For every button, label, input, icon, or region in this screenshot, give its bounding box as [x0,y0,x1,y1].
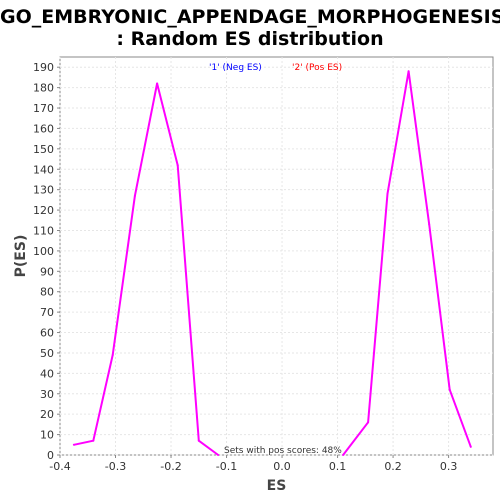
y-axis: 0 10 20 30 40 50 60 70 80 90 100 110 120 130 140 150 160… [33,61,60,462]
data-point [469,445,472,448]
chart-title-line1: GO_EMBRYONIC_APPENDAGE_MORPHOGENESIS [0,6,500,28]
y-tick-label: 160 [33,122,54,135]
data-point [448,388,451,391]
legend-pos-es: '2' (Pos ES) [292,63,342,73]
data-point [217,454,220,456]
y-tick-label: 0 [47,449,54,462]
y-tick-label: 50 [40,347,54,360]
data-point [367,421,370,424]
y-tick-label: 20 [40,408,54,421]
x-tick-label: -0.4 [49,460,70,473]
data-point [156,82,159,85]
x-tick-label: -0.2 [160,460,181,473]
legend-neg-es: '1' (Neg ES) [209,63,262,73]
x-tick-label: 0.2 [384,460,402,473]
y-tick-label: 80 [40,286,54,299]
y-tick-label: 130 [33,184,54,197]
x-tick-label: 0.1 [329,460,347,473]
x-tick-label: -0.3 [105,460,126,473]
y-tick-label: 140 [33,163,54,176]
y-tick-label: 90 [40,265,54,278]
y-tick-label: 170 [33,102,54,115]
data-point [407,70,410,73]
y-axis-label: P(ES) [13,235,29,278]
pos-scores-annotation: Sets with pos scores: 48% [224,446,342,456]
y-tick-label: 120 [33,204,54,217]
y-tick-label: 10 [40,429,54,442]
data-point [133,194,136,197]
data-point [92,439,95,442]
es-distribution-line-1 [73,82,219,456]
y-tick-label: 110 [33,224,54,237]
y-tick-label: 30 [40,388,54,401]
y-tick-label: 150 [33,143,54,156]
data-point [111,353,114,356]
x-axis-label: ES [267,478,287,494]
y-tick-label: 60 [40,327,54,340]
y-tick-label: 190 [33,61,54,74]
x-tick-label: 0.0 [273,460,291,473]
y-tick-label: 180 [33,82,54,95]
x-tick-label: 0.3 [440,460,458,473]
data-point [342,454,345,456]
data-point [176,164,179,167]
plot-area [59,56,494,456]
y-tick-label: 70 [40,306,54,319]
x-tick-label: -0.1 [216,460,237,473]
data-point [72,443,75,446]
grid [59,57,493,456]
x-axis: -0.4 -0.3 -0.2 -0.1 0.0 0.1 0.2 0.3 [49,455,457,473]
y-tick-label: 100 [33,245,54,258]
chart-title-line2: : Random ES distribution [116,28,384,50]
data-point [428,223,431,226]
data-point [197,439,200,442]
data-point [386,192,389,195]
y-tick-label: 40 [40,367,54,380]
series-lines [72,70,472,456]
